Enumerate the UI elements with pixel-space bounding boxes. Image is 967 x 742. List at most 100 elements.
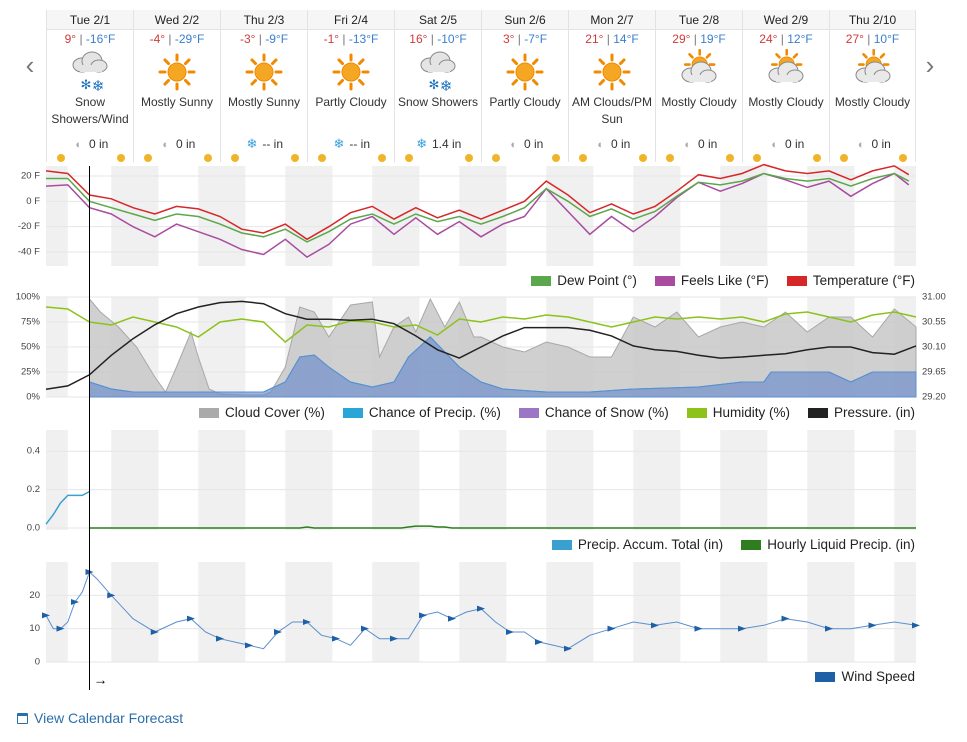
- forecast-day[interactable]: Tue 2/1 9° | -16°F ✻ ❄ Snow Showers/Wind ◐ 0 …: [46, 10, 133, 162]
- day-condition: Snow Showers/Wind: [51, 95, 129, 126]
- chevron-left-icon[interactable]: ‹: [25, 50, 35, 80]
- day-date: Sat 2/5: [395, 10, 481, 30]
- forecast-day[interactable]: Mon 2/7 21° | 14°F AM Clouds/PM Sun ◐ 0 in: [568, 10, 655, 162]
- cloud-cover-area: [89, 297, 917, 398]
- forecast-day[interactable]: Wed 2/2 -4° | -29°F Mostly Sunny ◐ 0 in: [133, 10, 220, 162]
- day-precip-amount: 0 in: [871, 137, 891, 151]
- sky-y-tick-right: 30.10: [922, 342, 946, 353]
- day-high: 29°: [672, 32, 691, 46]
- sunset-icon: [552, 154, 560, 162]
- snow-showers-icon: ✻ ❄: [72, 51, 108, 93]
- sunrise-icon: [579, 154, 587, 162]
- forecast-day[interactable]: Thu 2/3 -3° | -9°F Mostly Sunny ❄ -- in: [220, 10, 307, 162]
- wind-direction-arrow: [825, 625, 833, 632]
- precip-y-tick: 0.0: [27, 523, 40, 534]
- day-temps: 29° | 19°F: [656, 32, 742, 46]
- day-low: -16°F: [85, 32, 116, 46]
- forecast-day[interactable]: Thu 2/10 27° | 10°F Mostly Cloudy ◐ 0 in: [829, 10, 916, 162]
- sun-markers: [221, 154, 307, 162]
- wind-chart-night-band: [111, 562, 159, 662]
- legend-precip-accum[interactable]: Precip. Accum. Total (in): [551, 537, 723, 552]
- legend-hourly-liquid[interactable]: Hourly Liquid Precip. (in): [741, 537, 915, 552]
- legend-pressure[interactable]: Pressure. (in): [807, 405, 915, 420]
- mostly-cloudy-icon: [681, 49, 717, 83]
- temperature-chart-night-band: [111, 166, 159, 266]
- cursor-arrow: →: [94, 672, 108, 688]
- wind-direction-arrow: [564, 645, 572, 652]
- day-low: -10°F: [437, 32, 467, 46]
- sunrise-icon: [753, 154, 761, 162]
- sun-markers: [656, 154, 742, 162]
- legend-humidity[interactable]: Humidity (%): [686, 405, 790, 420]
- sunrise-icon: [405, 154, 413, 162]
- calendar-link-label: View Calendar Forecast: [34, 710, 184, 726]
- sky-y-tick-right: 29.20: [922, 392, 946, 403]
- legend-swatch-wind-speed: [815, 671, 836, 682]
- day-condition: Mostly Sunny: [140, 95, 214, 109]
- wind-direction-arrow: [274, 629, 282, 635]
- forecast-day[interactable]: Fri 2/4 -1° | -13°F Partly Cloudy ❄ -- in: [307, 10, 394, 162]
- legend-swatch-precip-accum: [551, 539, 572, 550]
- sun-markers: [308, 154, 394, 162]
- day-temps: -4° | -29°F: [134, 32, 220, 46]
- forecast-day[interactable]: Sun 2/6 3° | -7°F Partly Cloudy ◐ 0 in: [481, 10, 568, 162]
- wind-speed-line: [45, 571, 917, 650]
- forecast-day[interactable]: Sat 2/5 16° | -10°F ✻ ❄ Snow Showers ❄ 1.4 in: [394, 10, 481, 162]
- svg-text:❄: ❄: [92, 78, 105, 93]
- snowflake-icon: ❄: [333, 136, 345, 151]
- wind-direction-arrow: [187, 615, 195, 622]
- wind-chart-night-band: [198, 562, 246, 662]
- day-precip-amount: 0 in: [697, 137, 718, 151]
- wind-direction-arrow: [738, 625, 746, 632]
- legend-temperature[interactable]: Temperature (°F): [786, 273, 915, 288]
- sunrise-icon: [666, 154, 674, 162]
- sky-y-tick-left: 100%: [16, 292, 41, 303]
- forecast-day[interactable]: Tue 2/8 29° | 19°F Mostly Cloudy ◐ 0 in: [655, 10, 742, 162]
- precip-accum-line: [45, 490, 90, 525]
- legend-label: Feels Like (°F): [680, 273, 769, 288]
- temperature-chart-background: [46, 166, 916, 266]
- sky-y-tick-right: 29.65: [922, 367, 946, 378]
- temp-separator: |: [606, 32, 610, 46]
- pressure-line: [45, 300, 917, 390]
- temperature-y-tick: 20 F: [21, 171, 40, 182]
- wind-y-tick: 20: [29, 590, 40, 601]
- wind-direction-arrow: [694, 625, 703, 632]
- wind-chart-night-band: [46, 562, 68, 662]
- legend-cloud-cover[interactable]: Cloud Cover (%): [199, 405, 325, 420]
- day-date: Tue 2/1: [47, 10, 133, 30]
- legend-wind-speed[interactable]: Wind Speed: [815, 669, 915, 684]
- precip-chart-night-band: [198, 430, 246, 530]
- wind-direction-arrow: [332, 635, 340, 642]
- legend-dew-point[interactable]: Dew Point (°): [531, 273, 637, 288]
- precip-y-tick: 0.4: [27, 446, 40, 457]
- humidity-line: [45, 306, 917, 343]
- temperature-legend: Dew Point (°) Feels Like (°F) Temperatur…: [531, 273, 915, 288]
- day-date: Tue 2/8: [656, 10, 742, 30]
- day-precip-amount: 0 in: [88, 137, 109, 151]
- day-precip: ◐ 0 in: [743, 137, 829, 151]
- temp-separator: |: [79, 32, 83, 46]
- day-high: 3°: [502, 32, 515, 46]
- day-temps: 24° | 12°F: [743, 32, 829, 46]
- forecast-day[interactable]: Wed 2/9 24° | 12°F Mostly Cloudy ◐ 0 in: [742, 10, 829, 162]
- sun-markers: [47, 154, 133, 162]
- day-precip: ◐ 0 in: [47, 137, 133, 151]
- wind-direction-arrow: [71, 599, 79, 605]
- day-precip: ◐ 0 in: [656, 137, 742, 151]
- wind-direction-arrow: [448, 615, 456, 622]
- legend-swatch-cloud-cover: [199, 407, 220, 418]
- chevron-right-icon[interactable]: ›: [925, 50, 935, 80]
- day-low: 10°F: [873, 32, 900, 46]
- legend-chance-snow[interactable]: Chance of Snow (%): [518, 405, 669, 420]
- temperature-chart-night-band: [198, 166, 246, 266]
- legend-chance-precip[interactable]: Chance of Precip. (%): [342, 405, 501, 420]
- day-date: Thu 2/10: [830, 10, 915, 30]
- day-precip-amount: -- in: [349, 137, 370, 151]
- svg-text:❄: ❄: [440, 78, 453, 93]
- chance-snow-area: [89, 336, 917, 398]
- day-date: Wed 2/2: [134, 10, 220, 30]
- legend-feels-like[interactable]: Feels Like (°F): [654, 273, 769, 288]
- sun-markers: [569, 154, 655, 162]
- view-calendar-forecast-link[interactable]: View Calendar Forecast: [17, 710, 183, 726]
